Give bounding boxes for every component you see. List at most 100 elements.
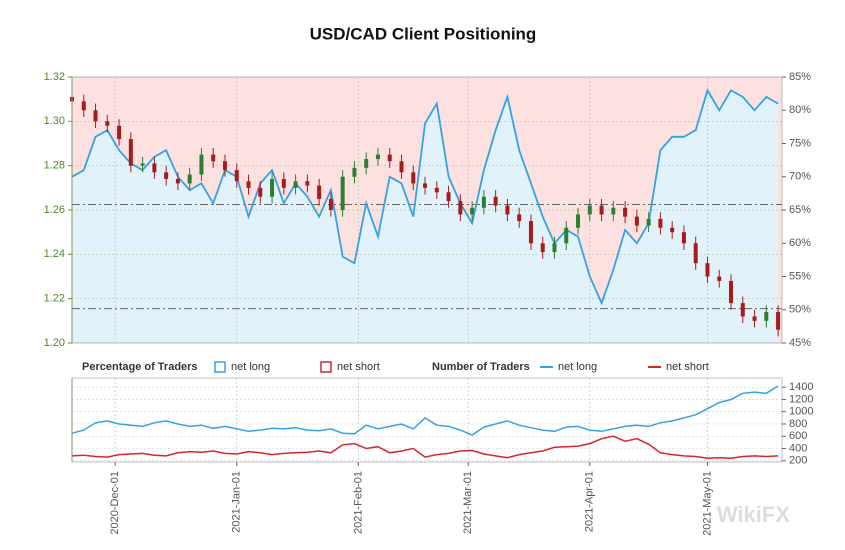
candle-body (387, 154, 392, 162)
candle-body (717, 276, 722, 281)
candle-body (528, 221, 533, 244)
legend-swatch (320, 361, 332, 373)
candle-body (140, 163, 145, 166)
candle-body (328, 198, 333, 210)
candle-body (764, 311, 769, 321)
x-tick-label: 2020-Dec-01 (109, 471, 121, 535)
chart-title: USD/CAD Client Positioning (310, 24, 537, 43)
candle-body (693, 243, 698, 264)
candle-body (458, 201, 463, 215)
y2-tick-label: 75% (789, 137, 811, 149)
net-long-line (71, 88, 779, 306)
legend-label: net long (558, 361, 597, 373)
candle-body (270, 178, 275, 197)
x-tick-label: 2021-Feb-01 (352, 471, 364, 534)
legend-title: Percentage of Traders (82, 361, 198, 373)
legend-label: net short (666, 361, 709, 373)
candle-body (152, 163, 157, 173)
plot-frame (71, 377, 783, 463)
candle-body (281, 178, 286, 188)
candle-body (752, 316, 757, 321)
candle-body (670, 227, 675, 233)
candle-body (423, 183, 428, 188)
y-tick-label: 1.24 (44, 248, 65, 260)
y2-tick-label: 65% (789, 204, 811, 216)
candle-body (434, 187, 439, 193)
candle-body (293, 181, 298, 188)
y-tick-label: 1.26 (44, 204, 65, 216)
candle-body (776, 311, 781, 330)
candle-body (564, 227, 569, 244)
y2-tick-label: 55% (789, 270, 811, 282)
candle-body (481, 196, 486, 208)
candle-body (117, 125, 122, 140)
legend-title: Number of Traders (432, 361, 530, 373)
x-tick-label: 2021-May-01 (701, 471, 713, 536)
y2-tick-label: 80% (789, 104, 811, 116)
count-line (71, 435, 779, 460)
candle-body (375, 154, 380, 160)
candle-body (552, 243, 557, 253)
y2-tick-label: 800 (789, 418, 807, 430)
candle-body (540, 243, 545, 253)
y2-tick-label: 200 (789, 455, 807, 467)
candle-body (623, 207, 628, 217)
legend-label: net short (337, 361, 380, 373)
candle-body (246, 181, 251, 188)
y2-tick-label: 600 (789, 430, 807, 442)
candle-body (599, 205, 604, 215)
x-tick-label: 2021-Mar-01 (462, 471, 474, 534)
candle-body (164, 172, 169, 179)
candle-body (399, 161, 404, 173)
candle-body (587, 205, 592, 215)
candle-body (187, 174, 192, 184)
candle-body (505, 205, 510, 215)
candle-body (634, 216, 639, 226)
legend-swatch (214, 361, 226, 373)
watermark: WikiFX (717, 502, 790, 527)
y2-tick-label: 85% (789, 71, 811, 83)
candle-body (729, 280, 734, 304)
candle-body (222, 161, 227, 171)
y2-tick-label: 1400 (789, 381, 813, 393)
candle-body (611, 207, 616, 215)
y2-tick-label: 400 (789, 442, 807, 454)
candle-body (305, 181, 310, 186)
candle-body (175, 178, 180, 184)
y2-tick-label: 60% (789, 237, 811, 249)
y2-tick-label: 45% (789, 337, 811, 349)
candle-body (81, 101, 86, 111)
count-line (71, 385, 779, 436)
candle-body (646, 218, 651, 226)
candle-body (128, 139, 133, 166)
x-tick-label: 2021-Apr-01 (584, 471, 596, 532)
y-tick-label: 1.22 (44, 293, 65, 305)
candle-body (517, 214, 522, 222)
y2-tick-label: 1200 (789, 393, 813, 405)
candle-body (105, 121, 110, 126)
candle-body (234, 170, 239, 182)
candle-body (364, 159, 369, 168)
candle-body (199, 154, 204, 175)
y-tick-label: 1.28 (44, 160, 65, 172)
y-tick-label: 1.32 (44, 71, 65, 83)
candle-body (211, 154, 216, 162)
candle-body (317, 185, 322, 199)
candle-body (352, 167, 357, 177)
y2-tick-label: 1000 (789, 406, 813, 418)
candle-body (658, 218, 663, 228)
candle-body (446, 192, 451, 202)
candle-body (705, 263, 710, 277)
candle-body (493, 196, 498, 206)
legend-label: net long (231, 361, 270, 373)
y-tick-label: 1.20 (44, 337, 65, 349)
y2-tick-label: 50% (789, 304, 811, 316)
x-tick-label: 2021-Jan-01 (231, 471, 243, 533)
candle-body (258, 187, 263, 197)
candle-body (340, 176, 345, 210)
candle-body (740, 303, 745, 317)
y2-tick-label: 70% (789, 171, 811, 183)
candle-body (411, 172, 416, 184)
